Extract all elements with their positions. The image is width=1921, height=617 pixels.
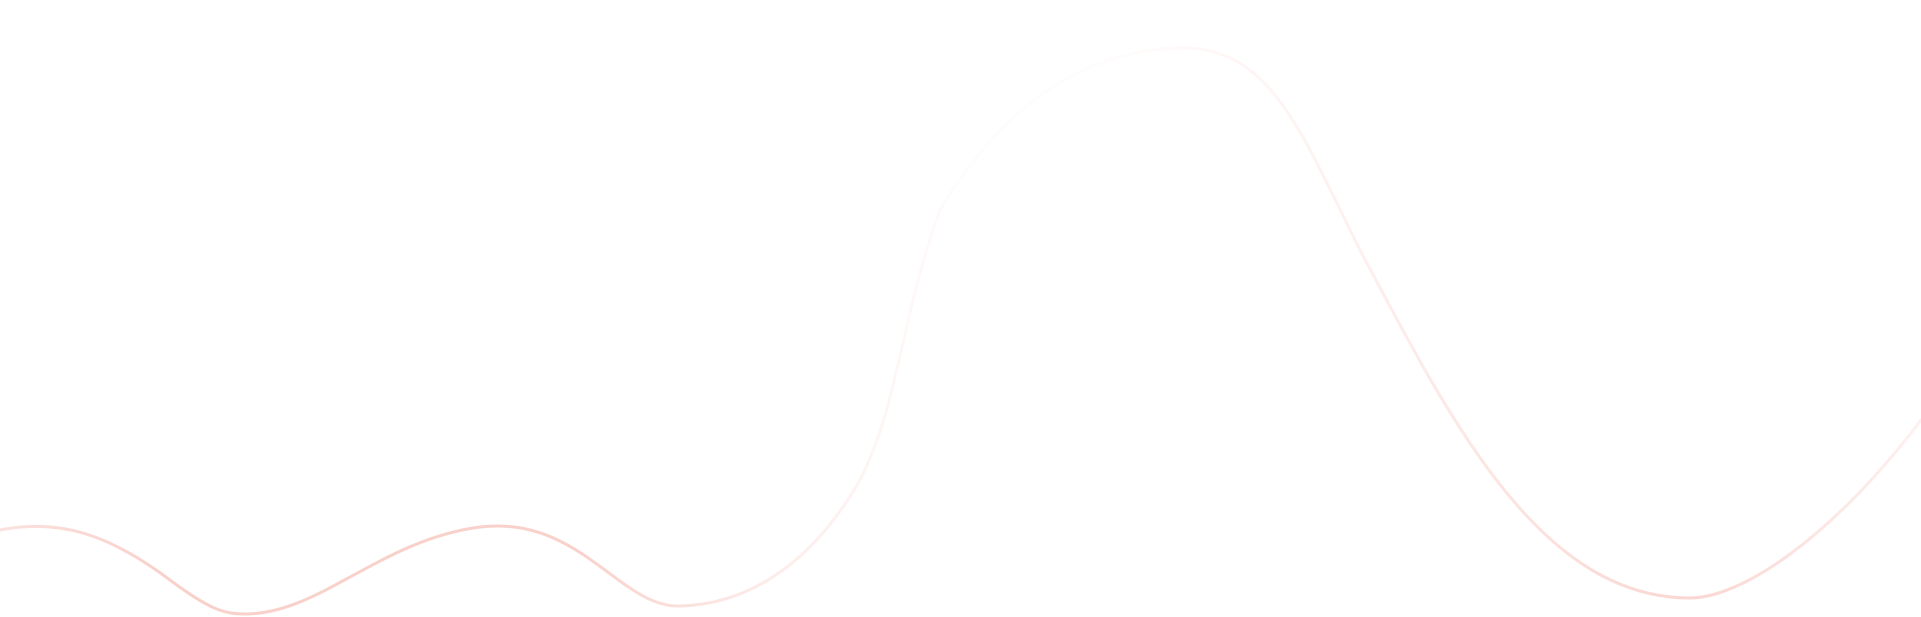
wave-path: [0, 46, 1921, 616]
